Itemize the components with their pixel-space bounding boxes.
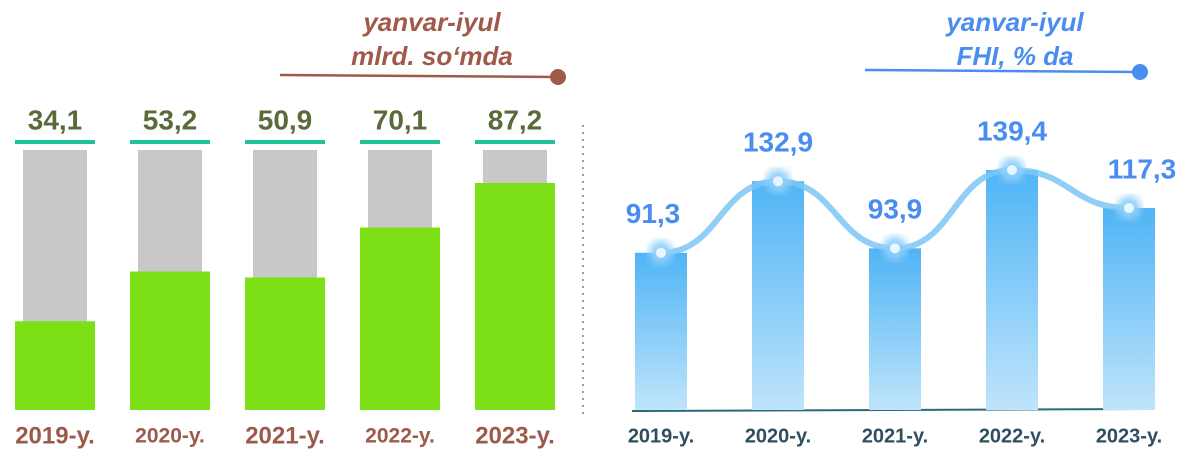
- label-underline: [360, 140, 440, 144]
- bar: [986, 170, 1038, 410]
- x-tick-label: 2023-y.: [1096, 425, 1162, 447]
- chart-subtitle: mlrd. so‘mda: [351, 41, 513, 71]
- x-tick-label: 2022-y.: [979, 425, 1045, 447]
- value-label: 53,2: [143, 104, 198, 135]
- title-dot: [1132, 64, 1148, 80]
- value-label: 139,4: [977, 115, 1047, 146]
- x-tick-label: 2023-y.: [475, 422, 555, 449]
- value-label: 34,1: [28, 104, 83, 135]
- x-tick-label: 2019-y.: [628, 425, 694, 447]
- label-underline: [130, 140, 210, 144]
- bar: [130, 271, 210, 410]
- label-underline: [245, 140, 325, 144]
- bar: [752, 181, 804, 410]
- point: [656, 247, 666, 258]
- bar: [245, 277, 325, 410]
- bar: [360, 227, 440, 410]
- value-label: 117,3: [1108, 153, 1177, 184]
- value-label: 132,9: [743, 127, 813, 158]
- x-tick-label: 2019-y.: [15, 422, 95, 449]
- bar: [1103, 208, 1155, 410]
- bar: [869, 248, 921, 410]
- value-label: 91,3: [626, 198, 681, 229]
- bar: [15, 321, 95, 410]
- x-tick-label: 2021-y.: [245, 422, 325, 449]
- point: [890, 243, 900, 254]
- value-label: 50,9: [258, 104, 313, 135]
- bar: [635, 252, 687, 410]
- chart-title: yanvar-iyul: [361, 7, 501, 37]
- value-label: 87,2: [488, 104, 543, 135]
- chart-subtitle: FHI, % da: [956, 41, 1073, 71]
- x-tick-label: 2021-y.: [862, 425, 928, 447]
- point: [1007, 165, 1017, 175]
- label-underline: [15, 140, 95, 144]
- value-label: 93,9: [868, 194, 923, 225]
- x-tick-label: 2020-y.: [135, 425, 205, 448]
- title-rule: [864, 68, 1141, 74]
- x-tick-label: 2020-y.: [745, 425, 811, 447]
- point: [1124, 203, 1134, 214]
- x-tick-label: 2022-y.: [365, 425, 435, 448]
- title-dot: [550, 69, 566, 85]
- bar: [475, 183, 555, 410]
- point: [773, 176, 783, 187]
- label-underline: [475, 140, 555, 144]
- title-rule: [279, 73, 559, 79]
- chart-title: yanvar-iyul: [944, 7, 1084, 37]
- value-label: 70,1: [373, 104, 428, 135]
